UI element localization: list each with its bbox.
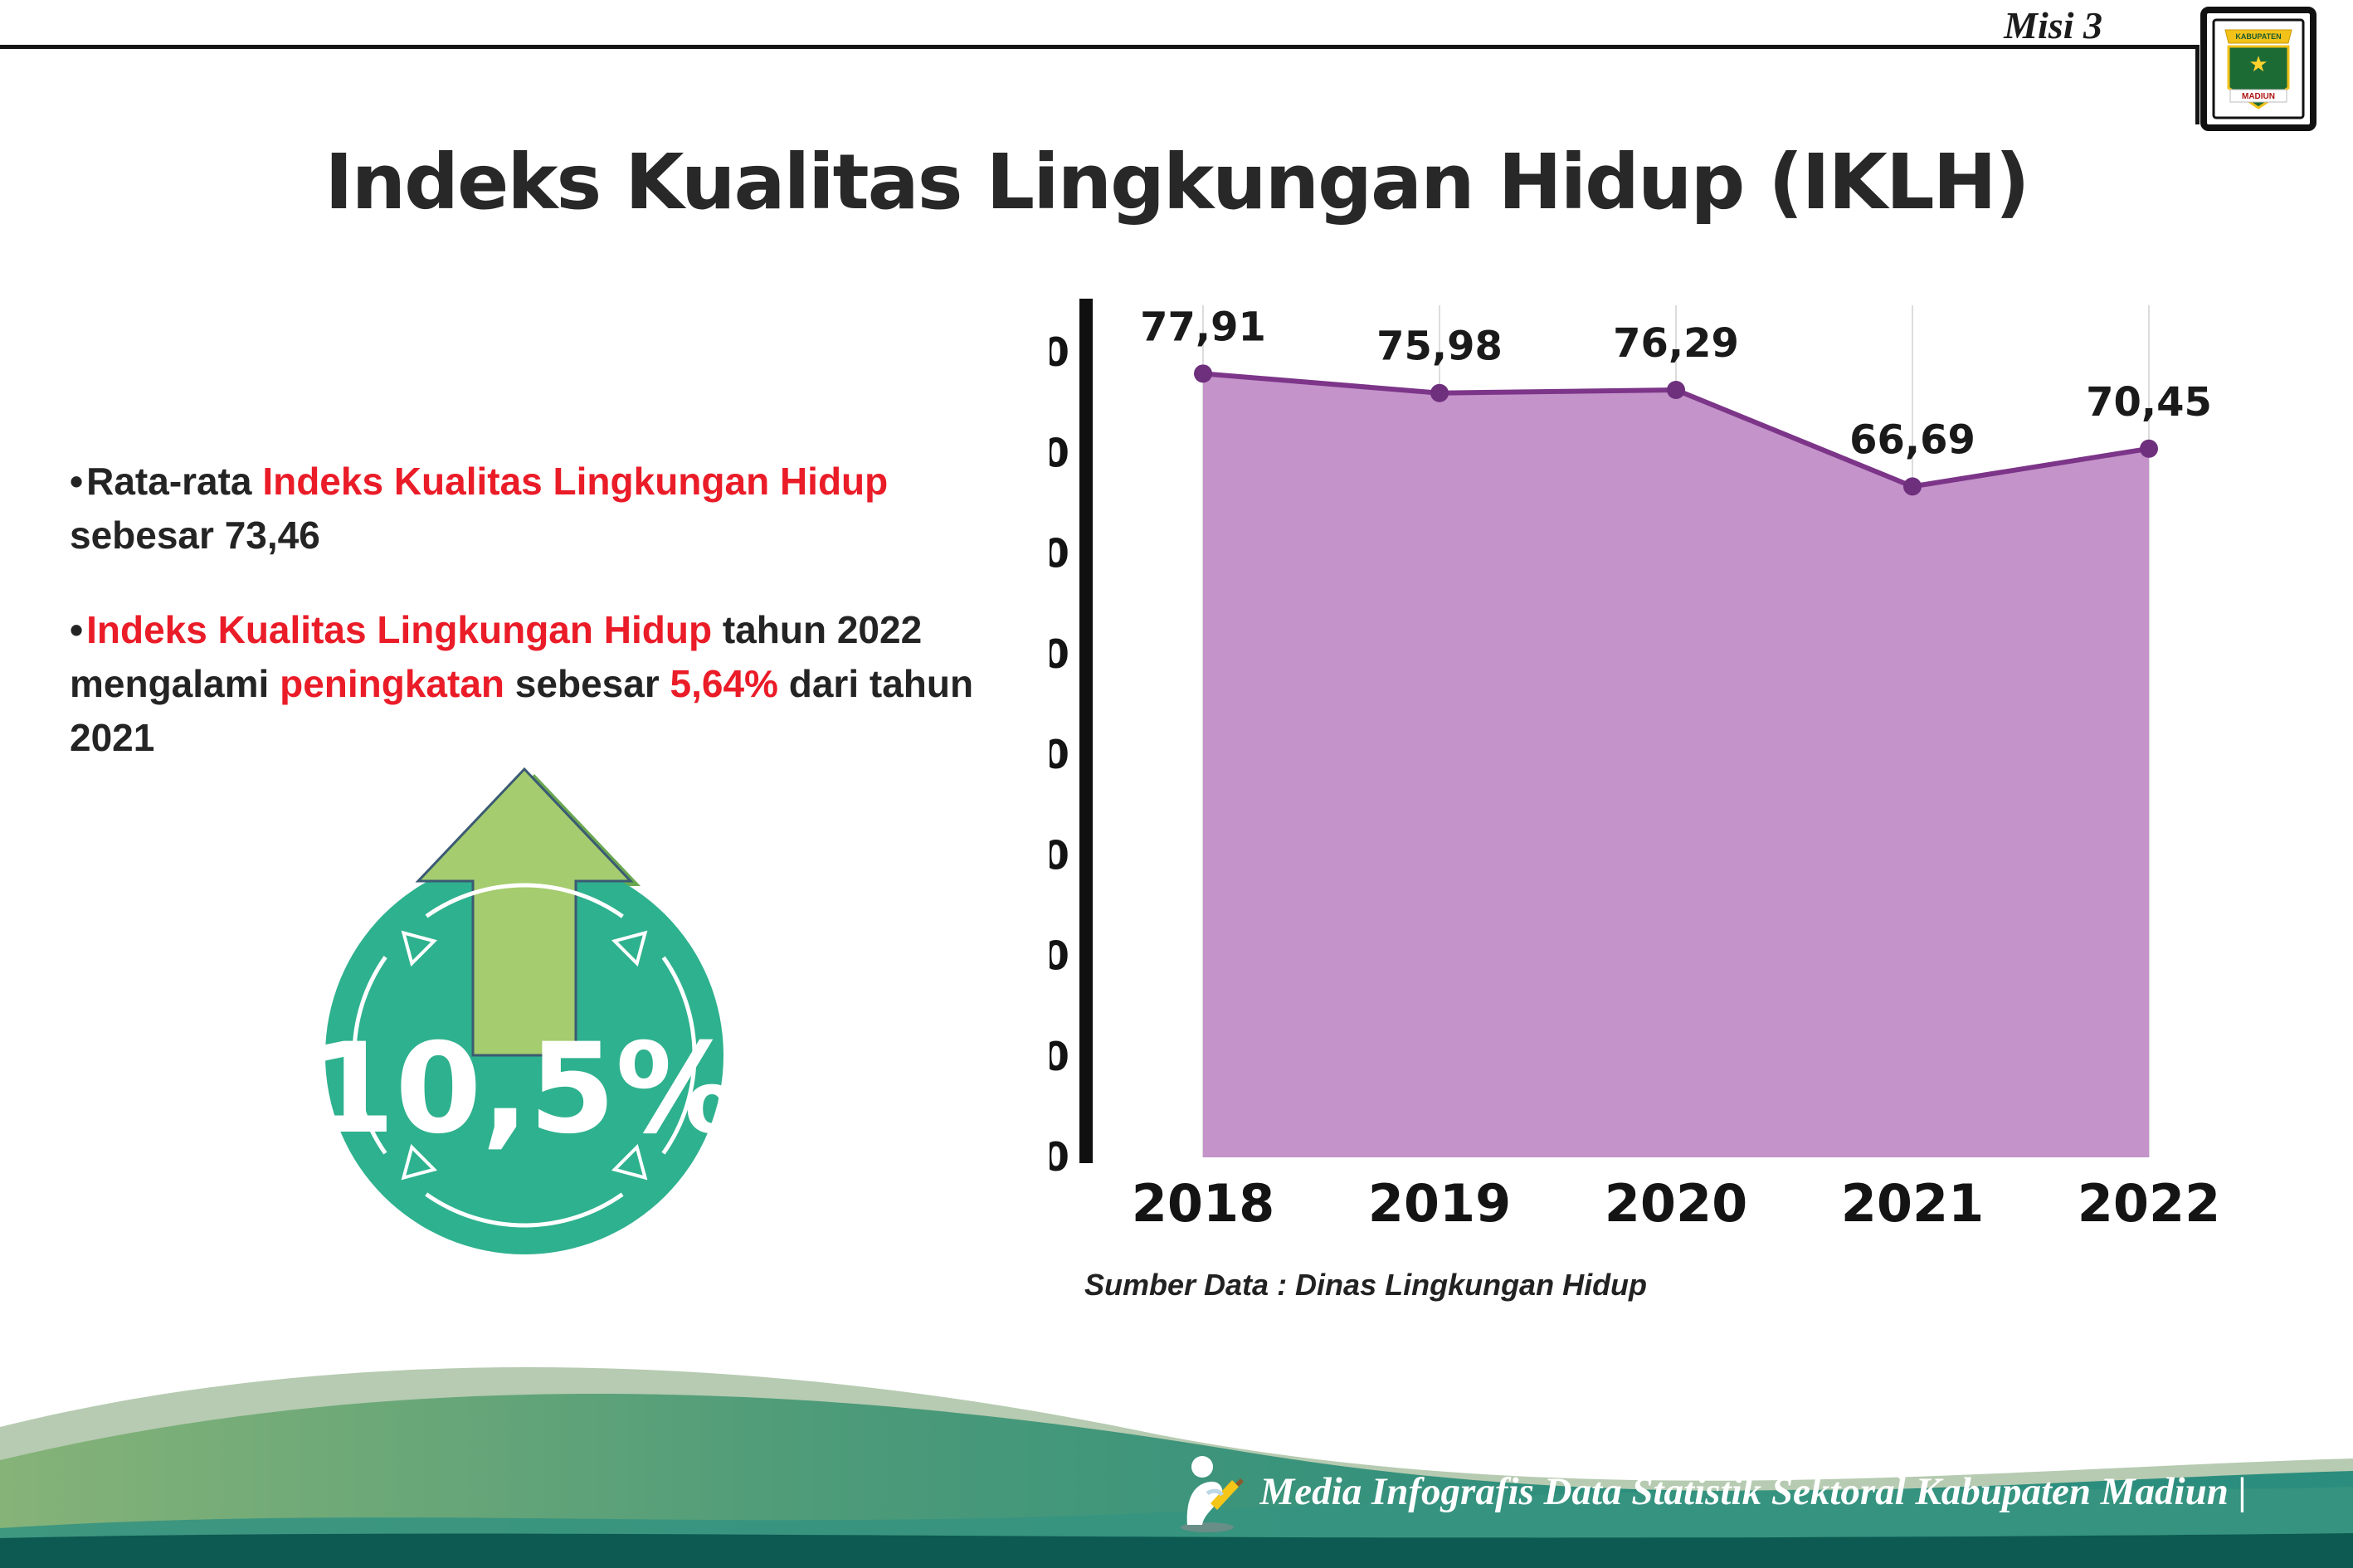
logo-banner-bottom [2229, 89, 2287, 103]
y-tick-label: 30 [1050, 833, 1069, 879]
page-title: Indeks Kualitas Lingkungan Hidup (IKLH) [324, 137, 2029, 226]
y-tick-label: 70 [1050, 431, 1069, 476]
chart-value-label: 77,91 [1140, 304, 1266, 350]
chart-point [1667, 380, 1685, 399]
logo-banner-top [2224, 29, 2292, 44]
x-tick-label: 2019 [1368, 1173, 1512, 1234]
bullet-item: •Rata-rata Indeks Kualitas Lingkungan Hi… [70, 460, 889, 558]
chart-point [1903, 477, 1922, 496]
y-tick-label: 40 [1050, 733, 1069, 778]
iklh-chart: 77,91 75,98 76,29 66,69 70,45 0 10 20 30 40 50 60 70… [1050, 290, 2269, 1336]
y-tick-label: 20 [1050, 934, 1069, 980]
chart-value-label: 76,29 [1613, 320, 1739, 367]
y-tick-label: 50 [1050, 632, 1069, 678]
up-arrow-icon [415, 767, 634, 1057]
badge-tick-triangles [401, 930, 648, 1181]
increase-badge: 10,5% [292, 757, 757, 1279]
chart-value-label: 66,69 [1849, 416, 1975, 463]
logo-star-icon: ★ [2248, 51, 2268, 76]
y-tick-label: 0 [1050, 1135, 1069, 1181]
x-tick-label: 2022 [2078, 1173, 2221, 1234]
logo-top-text: KABUPATEN [2235, 32, 2281, 41]
x-tick-label: 2018 [1132, 1173, 1275, 1234]
header-divider [0, 45, 2199, 49]
footer-waves [0, 1367, 2353, 1568]
increase-badge-graphic: 10,5% [309, 767, 740, 1254]
kabupaten-madiun-logo: KABUPATEN ★ MADIUN [2200, 7, 2316, 131]
chart-area [1203, 373, 2149, 1157]
kabupaten-madiun-crest: KABUPATEN ★ MADIUN [2200, 7, 2316, 131]
mascot-icon [1180, 1456, 1244, 1532]
footer-strip [0, 1533, 2353, 1568]
badge-ring [352, 883, 697, 1228]
increase-percentage: 10,5% [309, 1017, 740, 1161]
chart-point [2140, 439, 2158, 458]
y-tick-label: 80 [1050, 330, 1069, 376]
x-tick-label: 2020 [1605, 1173, 1748, 1234]
footer-content: Media Infografis Data Statistik Sektoral… [1169, 1450, 2247, 1533]
x-tick-label: 2021 [1841, 1173, 1985, 1234]
iklh-area-chart: 77,91 75,98 76,29 66,69 70,45 0 10 20 30 40 50 60 70… [1050, 299, 2221, 1234]
chart-point [1194, 364, 1212, 383]
y-tick-label: 60 [1050, 532, 1069, 577]
logo-bottom-text: MADIUN [2242, 92, 2275, 101]
chart-value-label: 75,98 [1376, 324, 1503, 370]
bullet-item: •Indeks Kualitas Lingkungan Hidup tahun … [70, 607, 974, 760]
bullet-list: •Rata-rata Indeks Kualitas Lingkungan Hi… [70, 455, 991, 806]
misi-label: Misi 3 [2004, 4, 2102, 46]
y-tick-label: 10 [1050, 1035, 1069, 1080]
chart-point [1430, 383, 1449, 402]
header-divider-corner [2195, 45, 2200, 124]
footer-caption: Media Infografis Data Statistik Sektoral… [1259, 1470, 2247, 1513]
source-note: Sumber Data : Dinas Lingkungan Hidup [1084, 1268, 1648, 1302]
y-axis [1079, 299, 1093, 1163]
chart-value-label: 70,45 [2086, 379, 2212, 426]
